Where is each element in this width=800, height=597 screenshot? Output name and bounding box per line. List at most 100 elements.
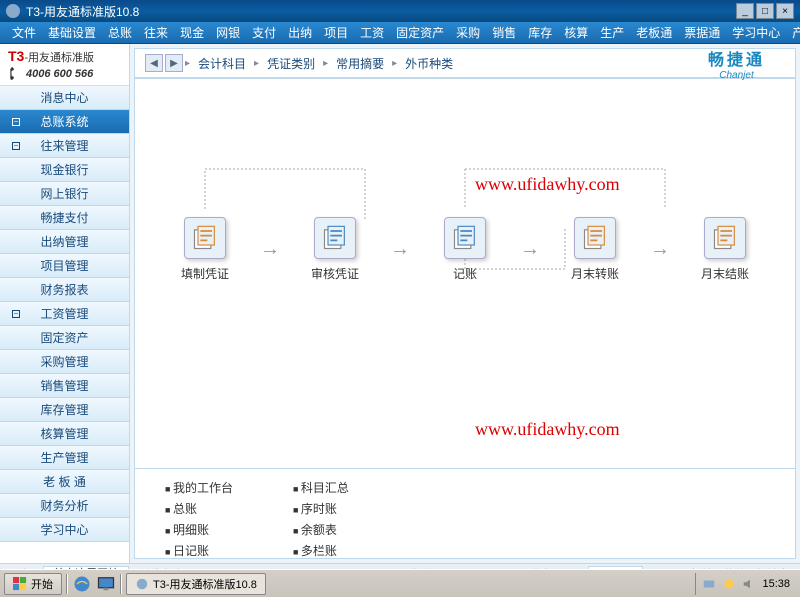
window-titlebar: T3-用友通标准版10.8 _ □ ×	[0, 0, 800, 22]
workflow-step[interactable]: 填制凭证	[175, 217, 235, 282]
menu-item[interactable]: 固定资产	[390, 24, 450, 41]
workflow-step-icon	[314, 217, 356, 259]
sidebar-item[interactable]: − 工资管理	[0, 302, 129, 326]
tray-icon-2[interactable]	[722, 577, 736, 591]
workflow-step-icon	[184, 217, 226, 259]
sidebar-item[interactable]: 畅捷支付	[0, 206, 129, 230]
window-controls: _ □ ×	[736, 3, 794, 19]
sidebar-item[interactable]: 老 板 通	[0, 470, 129, 494]
sidebar-item-label: 畅捷支付	[40, 211, 88, 225]
topnav-link[interactable]: 常用摘要	[336, 55, 384, 72]
bottom-link[interactable]: 明细账	[165, 521, 233, 538]
brand-logo: 畅捷通 Chanjet	[708, 46, 765, 81]
start-button[interactable]: 开始	[4, 573, 62, 595]
sidebar-item-label: 库存管理	[40, 403, 88, 417]
tray-volume-icon[interactable]	[742, 577, 756, 591]
menu-item[interactable]: 总账	[102, 24, 138, 41]
menu-item[interactable]: 库存	[522, 24, 558, 41]
flow-arrow-icon: →	[510, 238, 550, 261]
sidebar-item[interactable]: 采购管理	[0, 350, 129, 374]
menu-item[interactable]: 老板通	[630, 24, 678, 41]
sidebar-item[interactable]: 库存管理	[0, 398, 129, 422]
sidebar-item[interactable]: 生产管理	[0, 446, 129, 470]
main-area: T3-用友通标准版 4006 600 566 消息中心−总账系统−往来管理现金银…	[0, 44, 800, 563]
sidebar-item-label: 往来管理	[40, 139, 88, 153]
menu-item[interactable]: 往来	[138, 24, 174, 41]
menu-item[interactable]: 项目	[318, 24, 354, 41]
sidebar-item-label: 工资管理	[40, 307, 88, 321]
menu-item[interactable]: 出纳	[282, 24, 318, 41]
sidebar-item[interactable]: 出纳管理	[0, 230, 129, 254]
menu-item[interactable]: 基础设置	[42, 24, 102, 41]
sidebar-item[interactable]: 现金银行	[0, 158, 129, 182]
menu-item[interactable]: 产品服务	[786, 24, 800, 41]
bottom-link[interactable]: 科目汇总	[293, 479, 349, 496]
quicklaunch-desktop-icon[interactable]	[96, 574, 116, 594]
maximize-button[interactable]: □	[756, 3, 774, 19]
tray-icon-1[interactable]	[702, 577, 716, 591]
sidebar-item[interactable]: 网上银行	[0, 182, 129, 206]
workflow-step-label: 月末转账	[565, 265, 625, 282]
topnav-link[interactable]: 外币种类	[405, 55, 453, 72]
topnav-link[interactable]: 会计科目	[198, 55, 246, 72]
sidebar-item-label: 学习中心	[40, 523, 88, 537]
topnav-link[interactable]: 凭证类别	[267, 55, 315, 72]
sidebar-item[interactable]: 核算管理	[0, 422, 129, 446]
bottom-link[interactable]: 总账	[165, 500, 233, 517]
menu-item[interactable]: 文件	[6, 24, 42, 41]
workflow-canvas: 填制凭证→审核凭证→记账→月末转账→月末结账 www.ufidawhy.com …	[135, 79, 795, 468]
menu-item[interactable]: 采购	[450, 24, 486, 41]
sidebar-item[interactable]: −总账系统	[0, 110, 129, 134]
sidebar-item-label: 总账系统	[40, 115, 88, 129]
bottom-link[interactable]: 多栏账	[293, 542, 349, 559]
menu-item[interactable]: 工资	[354, 24, 390, 41]
quicklaunch-ie-icon[interactable]	[72, 574, 92, 594]
sidebar-item-label: 出纳管理	[40, 235, 88, 249]
close-button[interactable]: ×	[776, 3, 794, 19]
menu-item[interactable]: 学习中心	[726, 24, 786, 41]
logo-t3: T3	[8, 48, 24, 64]
menu-item[interactable]: 生产	[594, 24, 630, 41]
logo-phone: 4006 600 566	[26, 68, 93, 80]
bottom-link[interactable]: 序时账	[293, 500, 349, 517]
content-topnav: ◀ ▶ ▸会计科目▸凭证类别▸常用摘要▸外币种类 畅捷通 Chanjet	[135, 49, 795, 79]
bottom-link-panel: 我的工作台总账明细账日记账 科目汇总序时账余额表多栏账	[135, 468, 795, 558]
workflow-step[interactable]: 月末结账	[695, 217, 755, 282]
sidebar-item-label: 项目管理	[40, 259, 88, 273]
nav-back-button[interactable]: ◀	[145, 54, 163, 72]
bottom-link[interactable]: 余额表	[293, 521, 349, 538]
menu-item[interactable]: 支付	[246, 24, 282, 41]
workflow-step[interactable]: 审核凭证	[305, 217, 365, 282]
sidebar-item[interactable]: 消息中心	[0, 86, 129, 110]
menu-item[interactable]: 销售	[486, 24, 522, 41]
sidebar-item[interactable]: 财务报表	[0, 278, 129, 302]
system-tray: 15:38	[695, 573, 796, 595]
sidebar-item[interactable]: 项目管理	[0, 254, 129, 278]
sidebar-item[interactable]: 固定资产	[0, 326, 129, 350]
start-label: 开始	[31, 576, 53, 592]
menu-item[interactable]: 核算	[558, 24, 594, 41]
workflow-step[interactable]: 记账	[435, 217, 495, 282]
workflow-step-icon	[574, 217, 616, 259]
taskbar-app-icon	[135, 577, 149, 591]
logo-block: T3-用友通标准版 4006 600 566	[0, 44, 129, 86]
menu-item[interactable]: 现金	[174, 24, 210, 41]
menu-item[interactable]: 网银	[210, 24, 246, 41]
bottom-link[interactable]: 我的工作台	[165, 479, 233, 496]
sidebar-item[interactable]: −往来管理	[0, 134, 129, 158]
sidebar-item[interactable]: 销售管理	[0, 374, 129, 398]
workflow-step[interactable]: 月末转账	[565, 217, 625, 282]
bottom-link[interactable]: 日记账	[165, 542, 233, 559]
minimize-button[interactable]: _	[736, 3, 754, 19]
sidebar-item-label: 现金银行	[40, 163, 88, 177]
sidebar-item[interactable]: 财务分析	[0, 494, 129, 518]
taskbar-app-button[interactable]: T3-用友通标准版10.8	[126, 573, 266, 595]
menu-item[interactable]: 票据通	[678, 24, 726, 41]
expand-icon: −	[12, 310, 20, 318]
sidebar-item-label: 销售管理	[40, 379, 88, 393]
tray-clock: 15:38	[762, 578, 790, 590]
bullet-icon: ▸	[185, 58, 190, 69]
nav-forward-button[interactable]: ▶	[165, 54, 183, 72]
sidebar-item[interactable]: 学习中心	[0, 518, 129, 542]
bullet-icon: ▸	[254, 58, 259, 69]
